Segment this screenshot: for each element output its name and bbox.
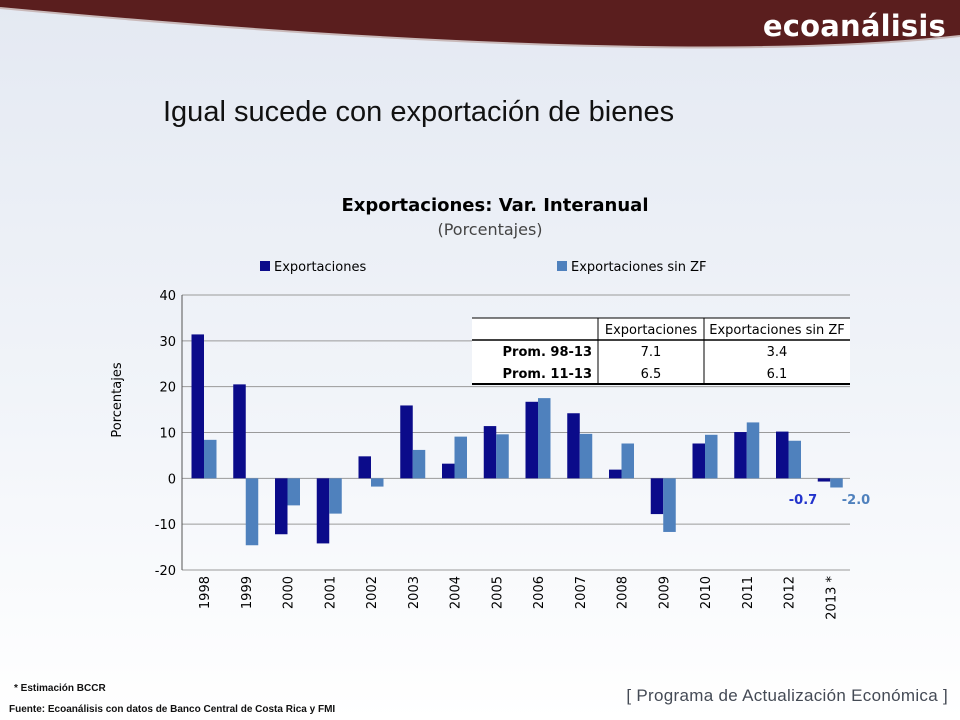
legend-swatch (557, 261, 567, 271)
table-cell: 3.4 (767, 345, 788, 360)
table-cell: 6.5 (641, 367, 662, 382)
slide-title: Igual sucede con exportación de bienes (163, 96, 675, 128)
table-background (472, 318, 850, 384)
table-row-label: Prom. 11-13 (503, 367, 592, 382)
bar-exportaciones-2002 (358, 456, 371, 479)
x-tick-label: 1998 (198, 576, 213, 609)
x-tick-label: 2005 (490, 576, 505, 609)
table-row-label: Prom. 98-13 (503, 345, 592, 360)
bar-exportaciones-sin-zf-2005 (496, 434, 509, 479)
y-axis-label: Porcentajes (110, 362, 125, 437)
y-tick-label: 30 (159, 335, 176, 350)
top-banner (0, 0, 960, 49)
footnote: * Estimación BCCR (14, 683, 106, 694)
bar-exportaciones-2010 (692, 443, 705, 479)
x-tick-label: 2012 (783, 576, 798, 609)
y-tick-label: 10 (159, 427, 176, 442)
legend-swatch (260, 261, 270, 271)
plot-area: -20 -10 0 10 20 30 40 1998 1999 2000 2001 2002 2003 2… (155, 289, 870, 620)
bar-exportaciones-sin-zf-1999 (245, 478, 259, 546)
table-header: Exportaciones sin ZF (709, 323, 845, 338)
bar-exportaciones-2004 (442, 463, 455, 479)
y-tick-label: 40 (159, 289, 176, 304)
y-tick-label: 20 (159, 381, 176, 396)
data-label: -0.7 (789, 493, 817, 508)
bar-exportaciones-2013 (817, 478, 831, 482)
bar-exportaciones-2007 (567, 413, 580, 479)
bar-exportaciones-sin-zf-2001 (329, 478, 342, 514)
bar-exportaciones-2001 (316, 478, 330, 544)
chart-subtitle: (Porcentajes) (437, 220, 542, 239)
y-tick-label: 0 (168, 472, 176, 487)
bar-exportaciones-2006 (525, 401, 538, 479)
bar-exportaciones-2009 (650, 478, 664, 515)
data-label: -2.0 (842, 493, 870, 508)
x-tick-label: 2000 (282, 576, 297, 609)
bar-exportaciones-sin-zf-2012 (788, 440, 801, 479)
legend-label: Exportaciones sin ZF (571, 260, 707, 275)
x-tick-label: 2004 (449, 576, 464, 609)
bar-exportaciones-sin-zf-2000 (287, 478, 300, 506)
bar-exportaciones-sin-zf-2011 (746, 422, 760, 479)
bar-exportaciones-1999 (233, 384, 246, 479)
table-cell: 7.1 (641, 345, 662, 360)
bar-exportaciones-sin-zf-2010 (705, 434, 718, 479)
y-tick-label: -20 (155, 564, 176, 579)
bar-exportaciones-2008 (609, 469, 622, 479)
bar-exportaciones-sin-zf-2008 (621, 443, 634, 479)
x-tick-label: 2007 (574, 576, 589, 609)
inset-table: Exportaciones Exportaciones sin ZF Prom. 9… (472, 317, 850, 385)
table-header: Exportaciones (605, 323, 697, 338)
legend-label: Exportaciones (274, 260, 366, 275)
source-note: Fuente: Ecoanálisis con datos de Banco C… (9, 704, 336, 715)
bar-exportaciones-sin-zf-2007 (579, 433, 593, 479)
x-tick-label: 1999 (240, 576, 255, 609)
bar-exportaciones-sin-zf-1998 (204, 439, 217, 479)
bar-exportaciones-sin-zf-2003 (412, 449, 426, 479)
bar-exportaciones-2005 (483, 426, 497, 479)
x-tick-label: 2003 (407, 576, 422, 609)
x-tick-label: 2011 (741, 576, 756, 609)
program-label: [ Programa de Actualización Económica ] (626, 686, 948, 705)
x-tick-label: 2013 * (824, 576, 839, 620)
x-tick-label: 2010 (699, 576, 714, 609)
bar-exportaciones-sin-zf-2004 (454, 436, 467, 479)
brand-logo: ecoanálisis (762, 9, 946, 43)
bar-exportaciones-1998 (191, 334, 204, 479)
bar-exportaciones-sin-zf-2002 (371, 478, 384, 487)
bar-exportaciones-sin-zf-2013 (830, 478, 843, 488)
x-tick-label: 2009 (657, 576, 672, 609)
chart-title: Exportaciones: Var. Interanual (342, 195, 649, 216)
bar-exportaciones-2011 (734, 432, 747, 479)
x-tick-label: 2006 (532, 576, 547, 609)
table-cell: 6.1 (767, 367, 788, 382)
bar-exportaciones-sin-zf-2006 (538, 398, 551, 479)
legend: Exportaciones Exportaciones sin ZF (260, 260, 707, 275)
bar-exportaciones-sin-zf-2009 (663, 478, 676, 532)
x-tick-label: 2008 (616, 576, 631, 609)
bar-exportaciones-2003 (400, 405, 413, 479)
x-tick-label: 2001 (323, 576, 338, 609)
x-tick-label: 2002 (365, 576, 380, 609)
bar-exportaciones-2000 (275, 478, 288, 535)
bar-exportaciones-2012 (776, 431, 789, 479)
y-tick-label: -10 (155, 518, 176, 533)
